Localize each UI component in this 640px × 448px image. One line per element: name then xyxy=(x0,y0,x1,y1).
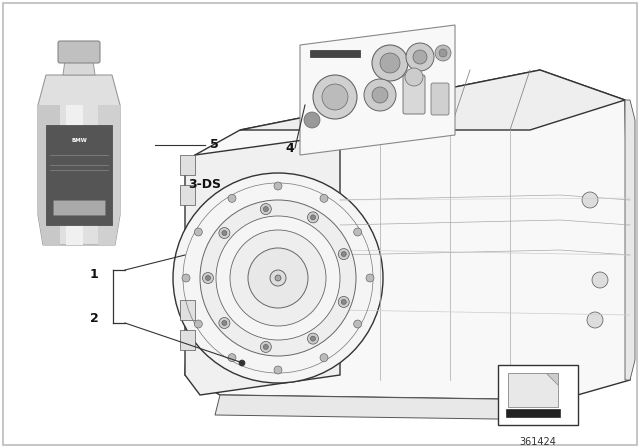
Circle shape xyxy=(260,341,271,353)
Circle shape xyxy=(173,173,383,383)
Circle shape xyxy=(216,216,340,340)
Circle shape xyxy=(304,112,320,128)
Polygon shape xyxy=(215,395,565,420)
Circle shape xyxy=(372,45,408,81)
Polygon shape xyxy=(506,409,560,417)
Circle shape xyxy=(239,360,245,366)
Polygon shape xyxy=(180,300,195,320)
Circle shape xyxy=(310,215,316,220)
Circle shape xyxy=(248,248,308,308)
Circle shape xyxy=(307,333,319,344)
Text: 4: 4 xyxy=(285,142,294,155)
Text: 3-DS: 3-DS xyxy=(188,178,221,191)
Text: 361424: 361424 xyxy=(520,437,556,447)
Polygon shape xyxy=(300,25,455,155)
Circle shape xyxy=(274,366,282,374)
Circle shape xyxy=(195,320,202,328)
Circle shape xyxy=(313,75,357,119)
Circle shape xyxy=(320,353,328,362)
Circle shape xyxy=(222,231,227,236)
FancyBboxPatch shape xyxy=(498,365,578,425)
Circle shape xyxy=(310,336,316,341)
Circle shape xyxy=(366,274,374,282)
Polygon shape xyxy=(180,155,195,175)
Circle shape xyxy=(219,318,230,328)
Circle shape xyxy=(263,345,268,349)
Circle shape xyxy=(339,297,349,307)
Polygon shape xyxy=(38,105,60,245)
Polygon shape xyxy=(63,60,95,75)
FancyBboxPatch shape xyxy=(431,83,449,115)
Circle shape xyxy=(320,194,328,202)
FancyBboxPatch shape xyxy=(53,200,105,215)
Text: 1: 1 xyxy=(90,268,99,281)
FancyBboxPatch shape xyxy=(403,75,425,114)
Polygon shape xyxy=(185,135,340,395)
Circle shape xyxy=(435,45,451,61)
Circle shape xyxy=(582,192,598,208)
Polygon shape xyxy=(625,100,635,380)
FancyBboxPatch shape xyxy=(310,50,360,57)
Circle shape xyxy=(406,43,434,71)
Polygon shape xyxy=(38,75,120,245)
Circle shape xyxy=(182,274,190,282)
Circle shape xyxy=(307,212,319,223)
Circle shape xyxy=(372,87,388,103)
Polygon shape xyxy=(180,330,195,350)
Circle shape xyxy=(228,353,236,362)
Circle shape xyxy=(364,79,396,111)
Circle shape xyxy=(222,320,227,326)
Circle shape xyxy=(354,320,362,328)
Circle shape xyxy=(219,228,230,238)
Polygon shape xyxy=(240,70,625,130)
Polygon shape xyxy=(508,373,558,407)
Circle shape xyxy=(200,200,356,356)
Circle shape xyxy=(270,270,286,286)
Text: BMW: BMW xyxy=(71,138,87,142)
Circle shape xyxy=(341,299,346,305)
Circle shape xyxy=(205,276,211,280)
Circle shape xyxy=(274,182,282,190)
Circle shape xyxy=(263,207,268,211)
Text: 2: 2 xyxy=(90,311,99,324)
Circle shape xyxy=(339,249,349,259)
Polygon shape xyxy=(185,70,630,400)
Circle shape xyxy=(275,275,281,281)
Polygon shape xyxy=(546,373,558,385)
Polygon shape xyxy=(66,105,83,245)
Circle shape xyxy=(439,49,447,57)
Circle shape xyxy=(413,50,427,64)
FancyBboxPatch shape xyxy=(46,125,112,225)
Circle shape xyxy=(354,228,362,236)
Text: 5: 5 xyxy=(210,138,219,151)
Circle shape xyxy=(587,312,603,328)
Polygon shape xyxy=(390,70,435,135)
Circle shape xyxy=(341,252,346,257)
Circle shape xyxy=(322,84,348,110)
Circle shape xyxy=(592,272,608,288)
Circle shape xyxy=(380,53,400,73)
Circle shape xyxy=(202,272,214,284)
Circle shape xyxy=(405,68,423,86)
Circle shape xyxy=(195,228,202,236)
Circle shape xyxy=(230,230,326,326)
Polygon shape xyxy=(180,185,195,205)
Circle shape xyxy=(260,203,271,215)
FancyBboxPatch shape xyxy=(58,41,100,63)
Circle shape xyxy=(228,194,236,202)
Polygon shape xyxy=(98,105,120,245)
